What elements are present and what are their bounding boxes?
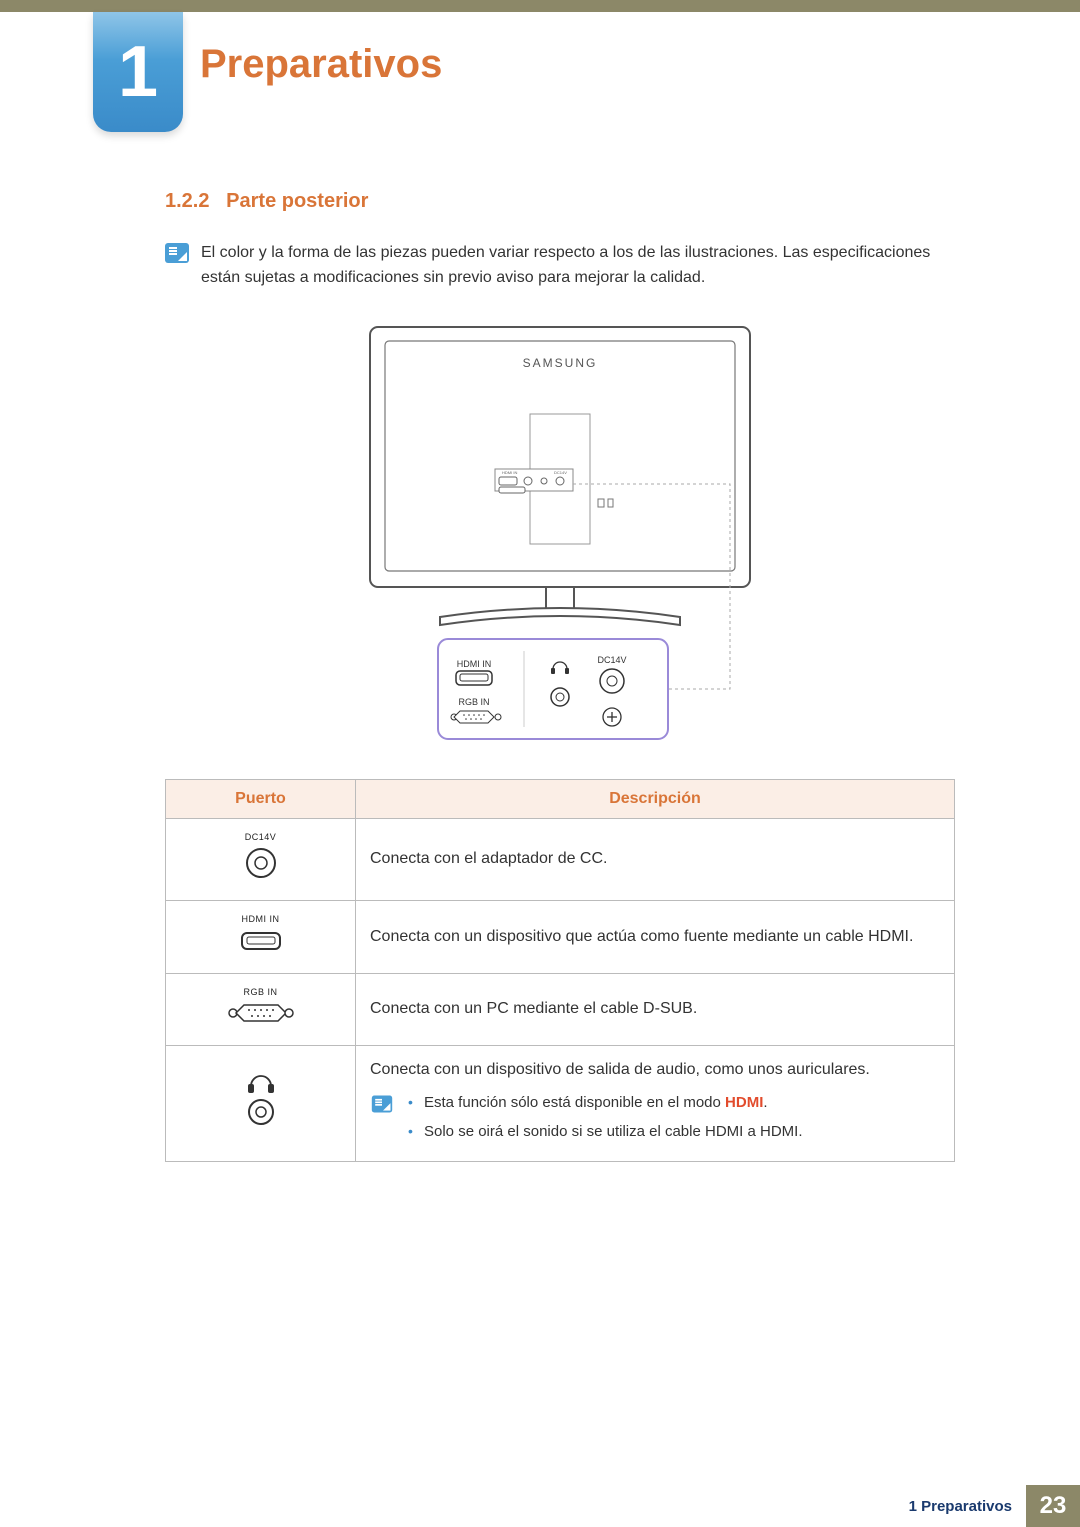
table-row: RGB IN Conecta con un PC mediante el cab… xyxy=(166,973,955,1046)
port-audio-icon xyxy=(166,1046,356,1162)
monitor-rear-svg: SAMSUNG HDMI IN DC14V xyxy=(310,319,810,749)
section-title: Parte posterior xyxy=(226,190,368,212)
svg-text:DC14V: DC14V xyxy=(597,655,626,665)
note-icon xyxy=(165,243,189,263)
note-icon xyxy=(372,1096,392,1113)
th-port: Puerto xyxy=(166,779,356,818)
footer-label: 1 Preparativos xyxy=(895,1485,1026,1527)
table-row: Conecta con un dispositivo de salida de … xyxy=(166,1046,955,1162)
info-note: El color y la forma de las piezas pueden… xyxy=(165,241,955,291)
top-accent-bar xyxy=(0,0,1080,12)
section-number: 1.2.2 xyxy=(165,190,209,212)
desc-dc: Conecta con el adaptador de CC. xyxy=(356,818,955,901)
port-rgb-icon: RGB IN xyxy=(166,973,356,1046)
ports-table: Puerto Descripción DC14V Conecta con el … xyxy=(165,779,955,1163)
svg-text:DC14V: DC14V xyxy=(554,470,567,475)
chapter-number: 1 xyxy=(118,31,158,113)
desc-rgb: Conecta con un PC mediante el cable D-SU… xyxy=(356,973,955,1046)
brand-text: SAMSUNG xyxy=(523,356,598,370)
chapter-tab: 1 xyxy=(93,12,183,132)
footer-page-number: 23 xyxy=(1026,1485,1080,1527)
table-row: HDMI IN Conecta con un dispositivo que a… xyxy=(166,901,955,974)
desc-hdmi: Conecta con un dispositivo que actúa com… xyxy=(356,901,955,974)
svg-text:HDMI IN: HDMI IN xyxy=(457,659,492,669)
table-row: DC14V Conecta con el adaptador de CC. xyxy=(166,818,955,901)
page-footer: 1 Preparativos 23 xyxy=(895,1485,1080,1527)
port-dc-icon: DC14V xyxy=(166,818,356,901)
th-desc: Descripción xyxy=(356,779,955,818)
audio-note-list: Esta función sólo está disponible en el … xyxy=(404,1092,803,1149)
chapter-title: Preparativos xyxy=(200,42,442,87)
rear-diagram: SAMSUNG HDMI IN DC14V xyxy=(165,319,955,749)
note-text: El color y la forma de las piezas pueden… xyxy=(201,241,955,291)
section-heading: 1.2.2 Parte posterior xyxy=(165,190,955,213)
svg-text:RGB IN: RGB IN xyxy=(458,697,489,707)
port-hdmi-icon: HDMI IN xyxy=(166,901,356,974)
svg-text:HDMI IN: HDMI IN xyxy=(502,470,517,475)
desc-audio: Conecta con un dispositivo de salida de … xyxy=(356,1046,955,1162)
